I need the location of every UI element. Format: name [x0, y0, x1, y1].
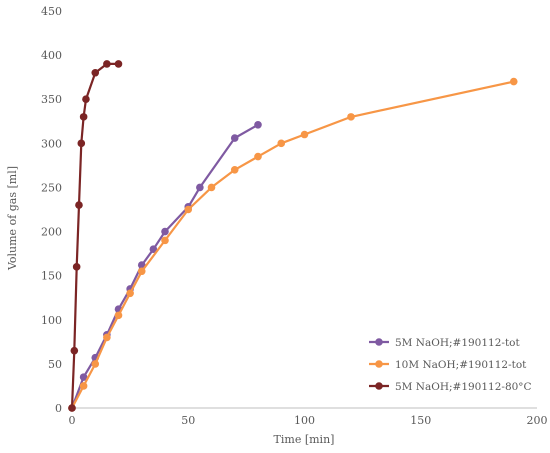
- legend-entry: 5M NaOH;#190112-tot: [369, 337, 520, 349]
- data-point: [137, 267, 146, 276]
- legend-label: 5M NaOH;#190112-tot: [395, 337, 520, 349]
- y-tick-label: 0: [55, 402, 62, 415]
- data-point: [254, 121, 262, 129]
- y-tick-label: 200: [41, 226, 62, 239]
- series-line: [70, 62, 119, 409]
- data-point: [254, 152, 262, 161]
- data-point: [230, 166, 239, 174]
- x-tick-label: 0: [69, 414, 76, 427]
- data-point: [230, 134, 239, 142]
- data-point: [91, 68, 100, 77]
- series-1: [68, 121, 262, 412]
- series-2: [68, 77, 518, 412]
- x-tick-labels: 0 50 100 150 200: [69, 414, 548, 427]
- data-point: [277, 139, 286, 148]
- data-point: [91, 360, 100, 368]
- data-point: [77, 139, 86, 148]
- data-point: [70, 346, 79, 355]
- data-point: [137, 261, 146, 269]
- legend-swatch-marker: [375, 382, 383, 390]
- y-axis-title: Volume of gas [ml]: [6, 166, 19, 271]
- data-point: [196, 183, 204, 192]
- legend-swatch-marker: [375, 360, 383, 368]
- y-tick-label: 350: [41, 93, 62, 106]
- data-point: [126, 289, 134, 298]
- legend-swatch-marker: [375, 338, 383, 346]
- y-tick-label: 450: [41, 5, 62, 18]
- data-point: [207, 183, 216, 192]
- data-point: [68, 404, 76, 412]
- data-point: [82, 95, 90, 104]
- series-line: [70, 123, 259, 409]
- data-point: [114, 311, 123, 320]
- legend-entry: 10M NaOH;#190112-tot: [369, 359, 527, 371]
- y-tick-label: 150: [41, 270, 62, 283]
- data-point: [114, 60, 123, 68]
- legend-entry: 5M NaOH;#190112-80°C: [369, 381, 532, 393]
- y-tick-label: 250: [41, 181, 62, 194]
- y-tick-label: 400: [41, 49, 62, 62]
- data-point: [72, 263, 81, 271]
- x-tick-label: 50: [181, 414, 195, 427]
- data-point: [103, 60, 111, 68]
- x-axis-title: Time [min]: [274, 433, 335, 446]
- data-point: [161, 236, 169, 245]
- data-point: [79, 373, 88, 381]
- y-tick-label: 300: [41, 137, 62, 150]
- y-tick-labels: 0 50 100 150 200 250 300 350 400 450: [41, 5, 62, 415]
- data-point: [347, 113, 355, 121]
- x-tick-label: 100: [294, 414, 315, 427]
- data-point: [509, 77, 518, 86]
- series-line: [71, 80, 515, 409]
- data-point: [149, 245, 158, 253]
- data-point: [161, 227, 169, 236]
- legend: 5M NaOH;#190112-tot 10M NaOH;#190112-tot 5…: [369, 337, 532, 393]
- data-point: [103, 333, 111, 342]
- series-lines: [68, 60, 518, 412]
- data-point: [184, 205, 193, 214]
- data-point: [79, 113, 88, 121]
- data-point: [300, 130, 309, 139]
- series-3: [68, 60, 123, 412]
- y-tick-label: 50: [48, 358, 62, 371]
- x-tick-label: 200: [527, 414, 548, 427]
- y-tick-label: 100: [41, 314, 62, 327]
- data-point: [75, 201, 83, 209]
- data-point: [79, 382, 88, 390]
- legend-label: 10M NaOH;#190112-tot: [395, 359, 527, 371]
- x-tick-label: 150: [410, 414, 431, 427]
- legend-label: 5M NaOH;#190112-80°C: [395, 381, 532, 393]
